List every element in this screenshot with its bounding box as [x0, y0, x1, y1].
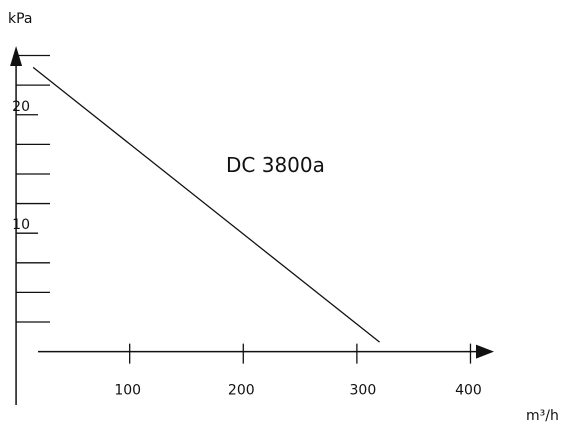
series-layer: [32, 66, 381, 343]
axis-ticks: [16, 54, 472, 364]
x-tick-label-100: 100: [114, 383, 141, 399]
x-axis-arrow-icon: [476, 344, 494, 359]
x-axis-unit-label: m³/h: [526, 408, 559, 424]
y-axis-unit-label: kPa: [8, 11, 33, 27]
x-tick-label-300: 300: [350, 383, 377, 399]
x-tick-label-200: 200: [228, 383, 255, 399]
x-tick-label-400: 400: [455, 383, 482, 399]
series-label-dc-3800a: DC 3800a: [226, 153, 325, 177]
axis-tick-labels: 10 20 100 200 300 400: [12, 99, 482, 399]
y-tick-label-20: 20: [12, 99, 30, 115]
series-line-0: [32, 66, 381, 343]
y-tick-label-10: 10: [12, 217, 30, 233]
